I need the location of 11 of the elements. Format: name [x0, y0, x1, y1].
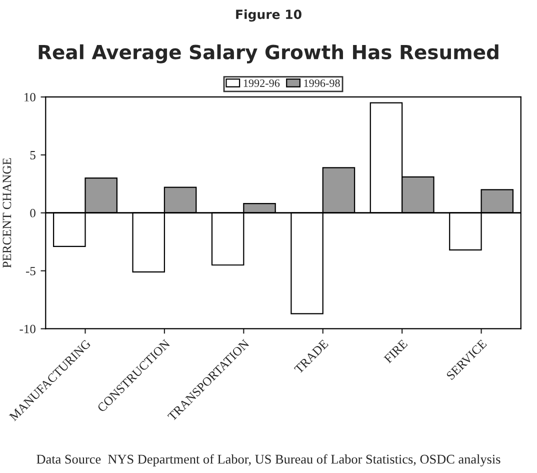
chart-title: Real Average Salary Growth Has Resumed	[38, 44, 498, 64]
legend-label: 1992-96	[244, 79, 280, 87]
source-note: Data Source NYS Department of Labor, US Bureau of Labor Statistics, OSDC analysis	[36, 454, 500, 466]
y-tick-label: 10	[24, 92, 36, 102]
y-tick-label: 0	[30, 208, 36, 218]
y-tick-label: 5	[30, 151, 36, 160]
y-axis-title: PERCENT CHANGE	[2, 158, 12, 268]
chart-subtitle: Figure 10	[236, 9, 302, 22]
y-tick-label: -5	[26, 266, 36, 276]
legend-label: 1996-98	[304, 79, 340, 87]
y-tick-label: -10	[20, 324, 36, 334]
